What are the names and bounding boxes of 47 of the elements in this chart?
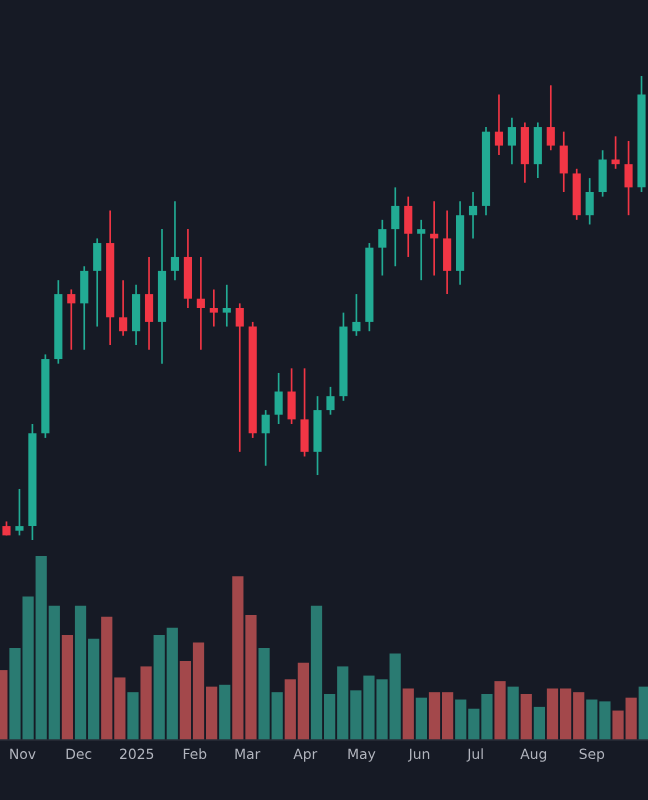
- candlestick: [326, 386, 335, 416]
- candlestick: [572, 167, 581, 221]
- candlestick: [520, 121, 529, 184]
- candlestick: [235, 302, 244, 453]
- candlestick: [507, 116, 516, 165]
- bar: [219, 684, 231, 740]
- candlestick: [546, 84, 555, 152]
- candlestick: [313, 395, 322, 476]
- candlestick: [93, 237, 102, 328]
- candlestick: [15, 488, 24, 537]
- candlestick: [378, 219, 387, 277]
- bar: [533, 706, 545, 740]
- candlestick: [404, 195, 413, 258]
- candlestick: [80, 265, 89, 351]
- bar: [140, 666, 152, 740]
- candlestick: [598, 149, 607, 198]
- candlestick: [209, 288, 218, 328]
- candlestick: [274, 372, 283, 425]
- candlestick: [67, 288, 76, 351]
- candlestick: [287, 367, 296, 425]
- candlestick: [417, 219, 426, 281]
- bar: [494, 681, 506, 740]
- bar: [127, 692, 139, 740]
- candlestick: [533, 121, 542, 179]
- candlestick: [170, 200, 180, 281]
- bar: [415, 697, 428, 740]
- bar: [61, 635, 74, 740]
- bar: [638, 686, 648, 740]
- candlestick: [494, 93, 504, 156]
- candlestick: [352, 293, 361, 337]
- candlestick: [261, 409, 270, 467]
- candlestick: [468, 191, 478, 240]
- bar: [507, 686, 519, 740]
- candlestick: [559, 130, 568, 193]
- bar: [520, 694, 532, 740]
- candlestick: [119, 279, 128, 337]
- candlestick: [144, 256, 154, 351]
- candlestick: [183, 228, 192, 309]
- candlestick: [391, 186, 400, 268]
- candlestick: [300, 367, 309, 458]
- bar: [402, 688, 414, 740]
- candlestick: [443, 209, 452, 295]
- candlestick: [196, 256, 205, 351]
- candlestick: [222, 283, 231, 328]
- candlestick: [585, 177, 594, 226]
- candlestick: [132, 283, 141, 346]
- candlestick: [624, 140, 633, 217]
